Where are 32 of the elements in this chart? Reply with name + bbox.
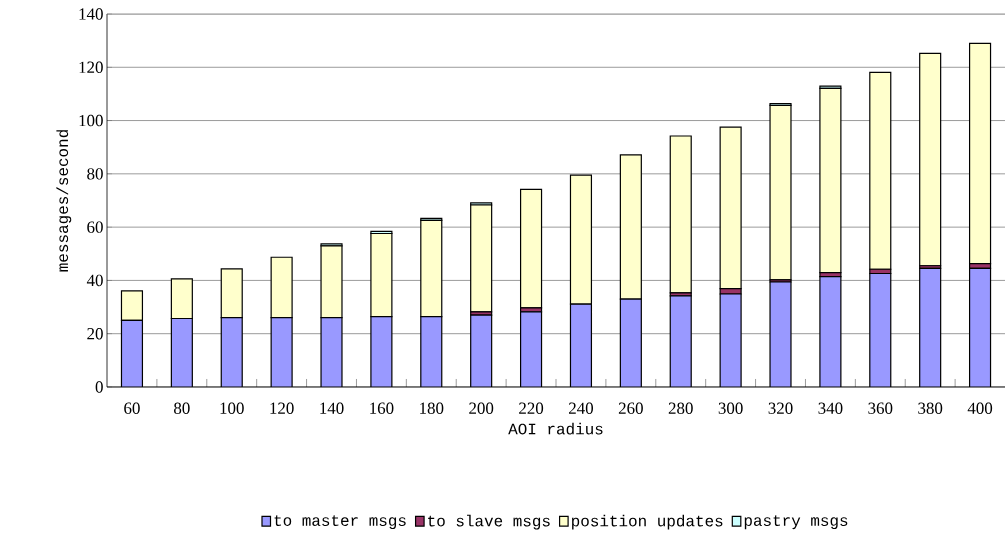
y-tick-label: 60 xyxy=(87,221,103,233)
x-tick-label: 260 xyxy=(618,402,643,414)
x-tick-label: 200 xyxy=(469,402,494,414)
y-tick-label: 20 xyxy=(87,327,103,340)
x-tick-label: 340 xyxy=(818,402,843,414)
y-tick-label: 120 xyxy=(79,61,103,73)
x-axis-title: AOI radius xyxy=(508,422,603,435)
x-tick-label: 160 xyxy=(370,402,394,414)
legend-label: to master msgs xyxy=(274,515,406,530)
y-tick-label: 80 xyxy=(87,168,103,180)
legend-label: to slave msgs xyxy=(428,514,550,530)
x-tick-label: 300 xyxy=(718,402,743,414)
x-tick-label: 180 xyxy=(420,402,444,414)
x-tick-label: 120 xyxy=(270,402,294,414)
y-tick-label: 140 xyxy=(79,8,103,20)
x-tick-label: 240 xyxy=(569,402,594,414)
x-tick-label: 380 xyxy=(918,402,943,414)
x-tick-label: 220 xyxy=(519,402,544,414)
legend-label: position updates xyxy=(572,514,723,530)
x-tick-label: 80 xyxy=(174,402,190,414)
x-tick-label: 400 xyxy=(967,402,993,414)
y-tick-label: 0 xyxy=(95,381,103,393)
x-tick-label: 280 xyxy=(668,402,693,414)
legend-label: pastry msgs xyxy=(744,515,848,530)
x-tick-label: 360 xyxy=(868,402,893,414)
y-axis-title: messages/second xyxy=(56,130,72,272)
x-tick-label: 140 xyxy=(320,402,344,414)
y-tick-label: 40 xyxy=(86,274,103,287)
x-tick-label: 100 xyxy=(220,402,244,414)
x-tick-label: 320 xyxy=(768,402,793,414)
y-tick-label: 100 xyxy=(79,114,103,127)
x-tick-label: 60 xyxy=(124,402,140,414)
